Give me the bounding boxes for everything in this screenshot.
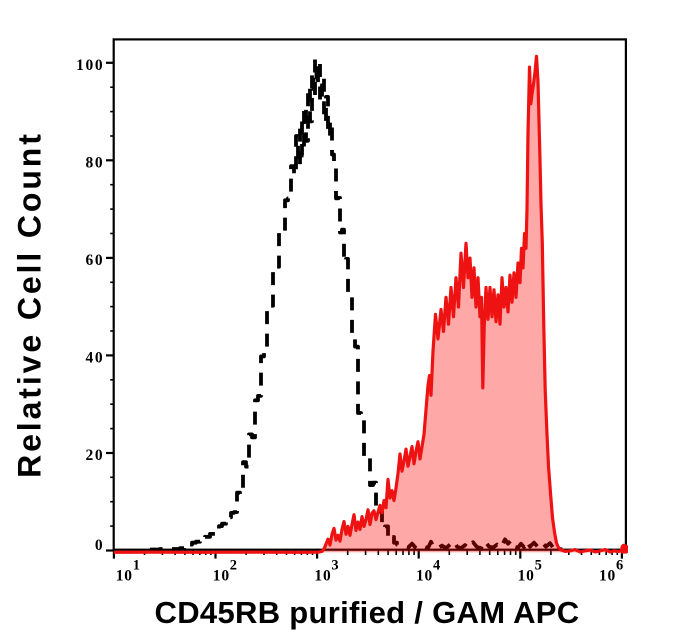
- svg-text:60: 60: [85, 252, 104, 269]
- svg-text:2: 2: [230, 557, 237, 573]
- svg-text:10: 10: [314, 568, 331, 585]
- svg-text:10: 10: [599, 568, 616, 585]
- svg-text:10: 10: [213, 568, 230, 585]
- svg-text:40: 40: [85, 349, 104, 366]
- svg-text:5: 5: [535, 557, 542, 573]
- svg-text:CD45RB purified / GAM APC: CD45RB purified / GAM APC: [155, 595, 580, 630]
- svg-text:4: 4: [433, 557, 440, 573]
- svg-text:1: 1: [133, 557, 140, 573]
- svg-text:3: 3: [331, 557, 338, 573]
- svg-text:10: 10: [518, 568, 535, 585]
- svg-text:6: 6: [616, 557, 623, 573]
- svg-text:10: 10: [116, 568, 133, 585]
- svg-text:20: 20: [85, 447, 104, 464]
- svg-text:0: 0: [95, 537, 104, 554]
- svg-text:Relative Cell Count: Relative Cell Count: [12, 131, 48, 478]
- svg-text:100: 100: [76, 57, 104, 74]
- svg-text:80: 80: [85, 154, 104, 171]
- svg-text:10: 10: [416, 568, 433, 585]
